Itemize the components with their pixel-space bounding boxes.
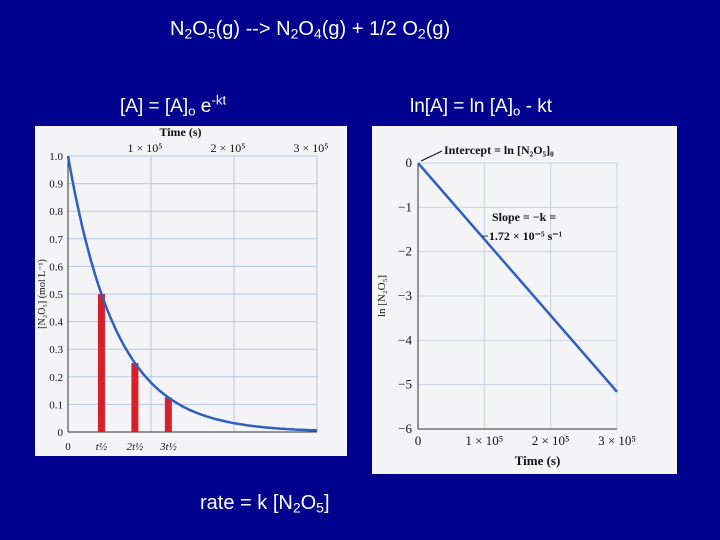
y-tick-label: −5: [398, 377, 412, 392]
y-tick-label: 0.2: [49, 372, 63, 384]
rate-law: rate = k [N2O5]: [200, 492, 330, 516]
concentration-chart-svg: Time (s) 1 × 10⁵ 2 × 10⁵ 3 × 10⁵ 0 0.1 0.2 0.3 0…: [37, 125, 329, 453]
top-axis-label: Time (s): [159, 126, 201, 139]
ln-line: [417, 162, 618, 393]
concentration-vs-time-chart: Time (s) 1 × 10⁵ 2 × 10⁵ 3 × 10⁵ 0 0.1 0.2 0.3 0…: [35, 125, 347, 456]
intercept-pointer: [420, 150, 443, 162]
y-tick-label: 0: [58, 427, 64, 439]
y-tick-label: 0.3: [49, 344, 63, 356]
slope-annotation-line1: Slope = −k =: [492, 210, 556, 224]
y-tick-label: −4: [398, 332, 412, 347]
y-tick-label: 0.8: [49, 206, 63, 218]
top-tick-label: 1 × 10⁵: [128, 141, 163, 155]
y-tick-label: 0.1: [49, 399, 63, 411]
ln-concentration-vs-time-chart: 0 −1 −2 −3 −4 −5 −6 ln [N₂O₅] 0 1 × 10⁵ 2 × 10⁵ 3 ×…: [372, 126, 677, 474]
x-tick-label: t½: [96, 441, 107, 453]
top-tick-label: 2 × 10⁵: [211, 141, 246, 155]
y-tick-label: −2: [398, 244, 412, 259]
x-tick-label: 2 × 10⁵: [532, 433, 570, 448]
x-tick-label: 2t½: [126, 441, 143, 453]
half-life-bar: [164, 397, 172, 432]
x-tick-label: 3t½: [159, 441, 177, 453]
half-life-bar: [97, 294, 105, 432]
y-axis-label: [N₂O₅] (mol L⁻¹): [37, 259, 48, 329]
y-tick-label: 0.5: [49, 289, 63, 301]
intercept-annotation: Intercept = ln [N₂O₅]₀: [444, 143, 554, 157]
ln-chart-svg: 0 −1 −2 −3 −4 −5 −6 ln [N₂O₅] 0 1 × 10⁵ 2 × 10⁵ 3 ×…: [376, 143, 636, 468]
y-tick-label: −3: [398, 288, 412, 303]
y-tick-label: 1.0: [49, 151, 63, 163]
y-tick-label: 0.9: [49, 179, 63, 191]
x-tick-label: 0: [415, 433, 422, 448]
half-life-bar: [131, 363, 139, 432]
top-tick-label: 3 × 10⁵: [294, 141, 329, 155]
x-tick-label: 1 × 10⁵: [465, 433, 503, 448]
y-tick-label: 0: [406, 155, 413, 170]
x-tick-label: 0: [65, 441, 71, 453]
y-tick-label: −1: [398, 199, 412, 214]
y-tick-label: 0.7: [49, 234, 63, 246]
y-tick-label: −6: [398, 421, 412, 436]
y-axis-label: ln [N₂O₅]: [376, 275, 388, 317]
y-tick-label: 0.6: [49, 261, 63, 273]
y-tick-label: 0.4: [49, 317, 63, 329]
reaction-title: N2O5(g) --> N2O4(g) + 1/2 O2(g): [170, 18, 451, 42]
log-formula: ln[A] = ln [A]o - kt: [410, 96, 553, 119]
decay-curve: [66, 155, 318, 432]
x-axis-label: Time (s): [515, 453, 561, 468]
exponential-formula: [A] = [A]o e-kt: [120, 92, 227, 119]
x-tick-label: 3 × 10⁵: [598, 433, 636, 448]
slope-annotation-line2: −1.72 × 10⁻⁵ s⁻¹: [482, 229, 563, 243]
